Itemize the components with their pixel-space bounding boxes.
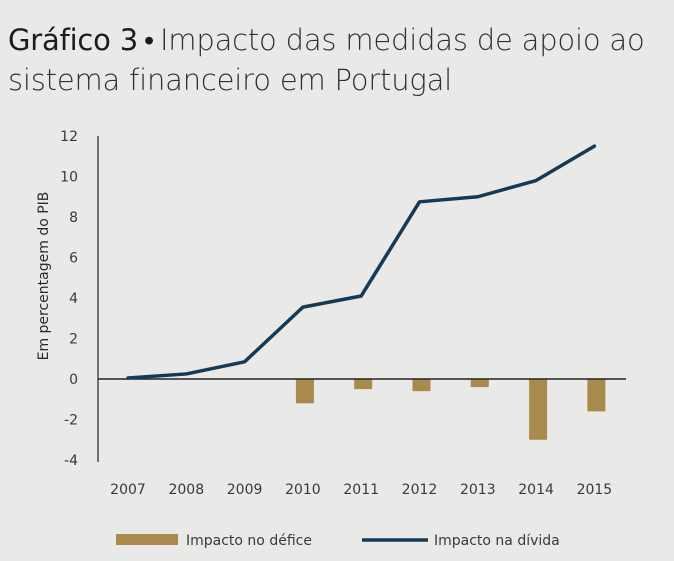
legend-swatch-defice [116,534,178,545]
bar-2010 [295,379,314,404]
bar-2015 [587,379,606,412]
y-tick-label: 0 [69,372,78,388]
title-line-1: Impacto das medidas de apoio ao [159,23,645,57]
chart-title: Gráfico 3 • Impacto das medidas de apoio a… [8,20,668,100]
x-tick-label: 2015 [577,482,613,498]
x-tick-label: 2007 [110,482,146,498]
line-impacto-divida [126,144,597,380]
bar-2013 [470,379,489,388]
bar-2011 [354,379,373,390]
x-tick-label: 2008 [168,482,204,498]
x-tick-label: 2011 [343,482,379,498]
y-tick-label: 4 [69,291,78,307]
y-tick-label: 2 [69,332,78,348]
chart-number: Gráfico 3 [8,23,138,57]
legend-label-divida: Impacto na dívida [434,533,560,549]
legend-label-defice: Impacto no défice [186,533,312,549]
y-tick-label: 10 [60,170,78,186]
x-tick-label: 2010 [285,482,321,498]
bar-2012 [412,379,431,392]
y-axis-label: Em percentagem do PIB [36,192,52,361]
bar-2014 [529,379,548,440]
y-tick-label: 8 [69,210,78,226]
x-tick-label: 2012 [402,482,438,498]
y-tick-label: 6 [69,251,78,267]
y-tick-label: 12 [60,129,78,145]
x-tick-label: 2013 [460,482,496,498]
title-line-2: sistema financeiro em Portugal [8,63,453,97]
y-tick-label: -4 [64,453,78,469]
y-tick-label: -2 [64,413,78,429]
x-tick-label: 2014 [518,482,554,498]
x-tick-label: 2009 [227,482,263,498]
title-separator: • [144,23,154,57]
